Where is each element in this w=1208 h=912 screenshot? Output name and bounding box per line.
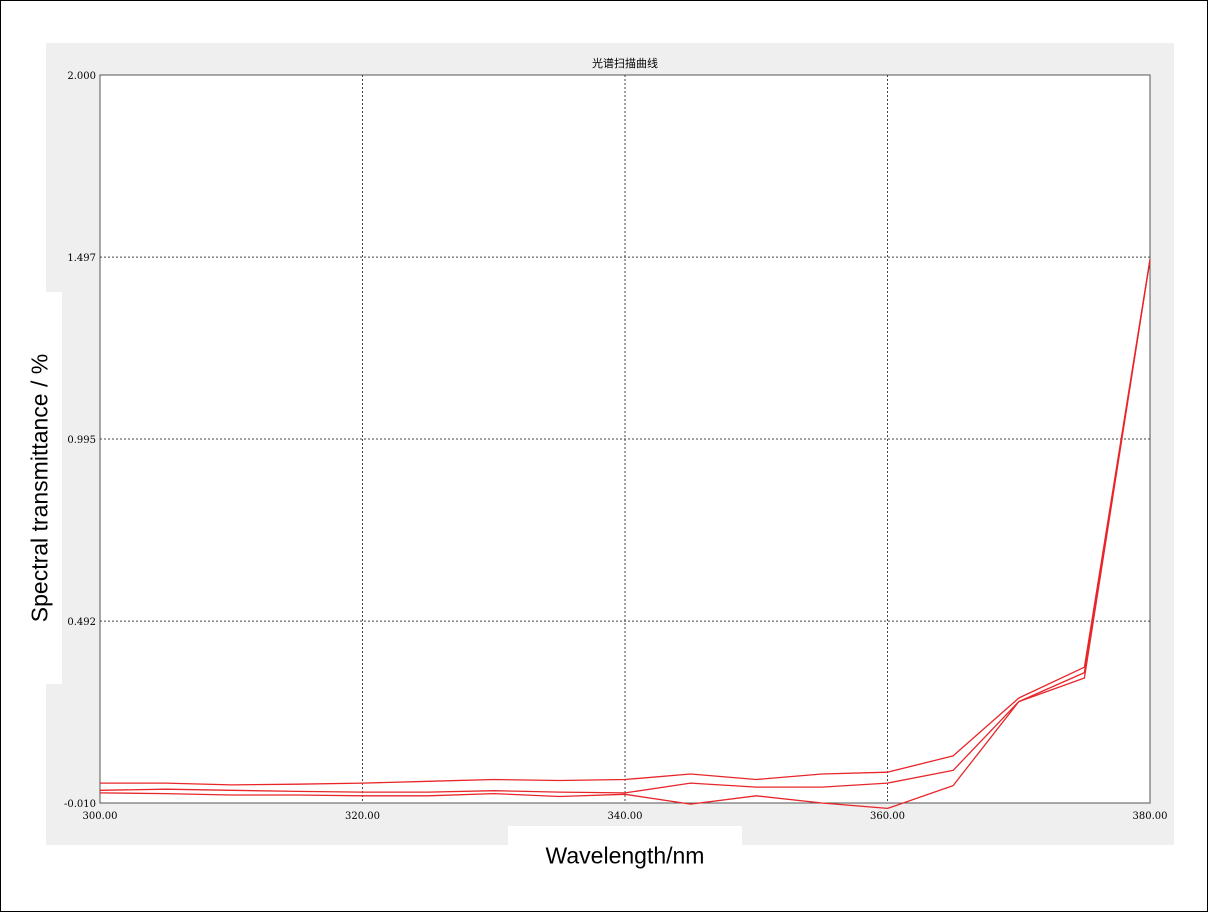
series-line-3 [99, 259, 1151, 810]
y-axis-label-background [18, 292, 62, 684]
y-tick-label: -0.010 [64, 799, 96, 810]
x-tick-label: 300.00 [83, 811, 118, 822]
x-tick-labels: 300.00 320.00 340.00 360.00 380.00 [83, 811, 1168, 822]
x-tick-label: 340.00 [608, 811, 643, 822]
y-tick-label: 1.497 [67, 253, 96, 264]
x-axis-label: Wavelength/nm [545, 842, 705, 869]
y-tick-label: 0.995 [67, 435, 96, 446]
grid [100, 75, 1150, 803]
x-tick-label: 320.00 [345, 811, 380, 822]
x-tick-label: 360.00 [870, 811, 905, 822]
x-tick-label: 380.00 [1133, 811, 1168, 822]
x-axis-label-background [508, 826, 742, 870]
y-tick-labels: 2.000 1.497 0.995 0.492 -0.010 [64, 71, 96, 810]
y-axis-label: Spectral transmittance / % [26, 353, 53, 623]
chart-title: 光谱扫描曲线 [592, 56, 658, 70]
series-lines [99, 259, 1151, 810]
series-line-1 [100, 259, 1151, 786]
series-line-2 [99, 259, 1151, 794]
y-tick-label: 2.000 [67, 71, 96, 82]
y-tick-label: 0.492 [67, 617, 96, 628]
